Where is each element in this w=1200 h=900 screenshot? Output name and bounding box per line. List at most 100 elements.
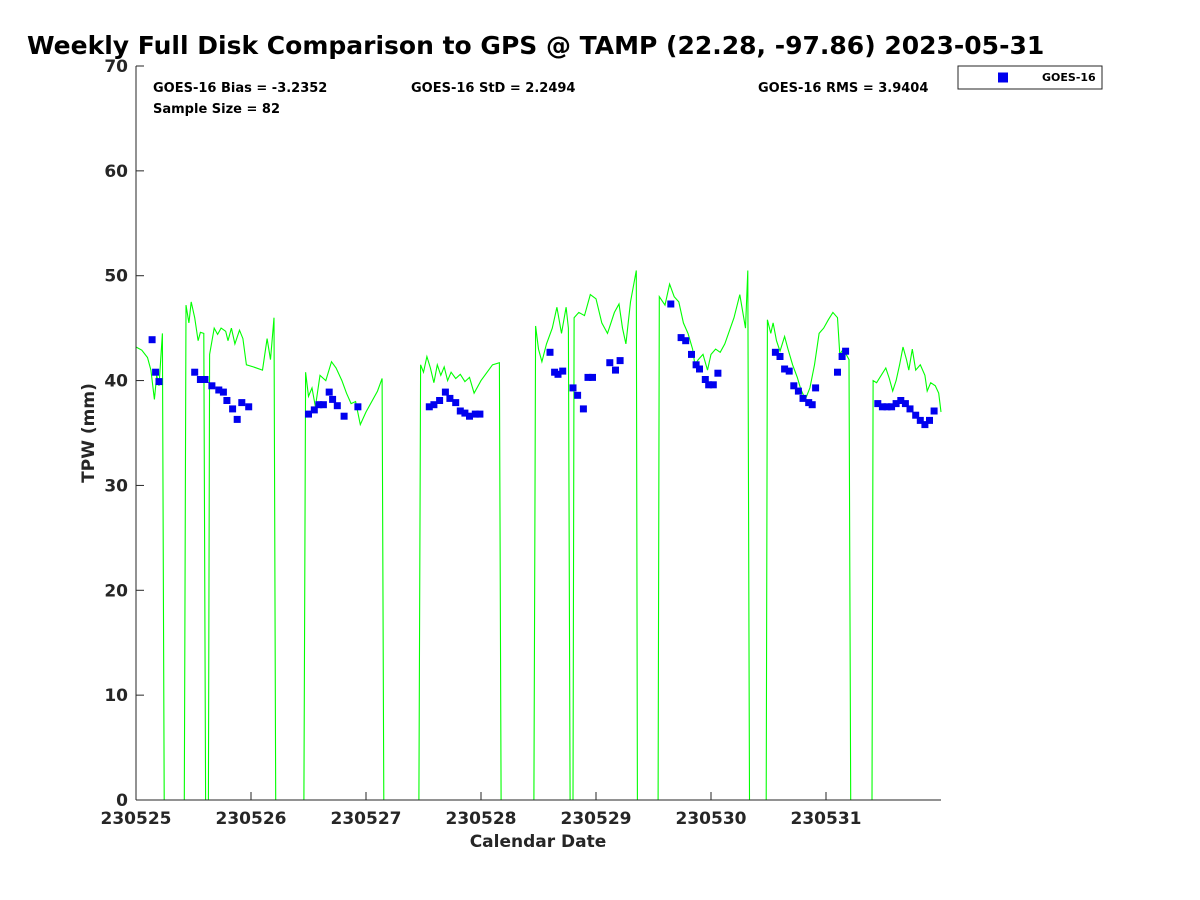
rms-stat: GOES-16 RMS = 3.9404 [758,81,928,96]
goes-16-point [233,415,241,423]
goes-16-point [333,402,341,410]
goes-16-point [452,399,460,407]
goes-16-point [812,384,820,392]
goes-16-point [714,369,722,377]
goes-16-point [310,406,318,414]
x-tick-label: 230527 [331,809,402,829]
goes-16-point [245,403,253,411]
x-tick-label: 230530 [676,809,747,829]
goes-16-point [682,337,690,345]
goes-16-point [476,410,484,418]
bias-stat: GOES-16 Bias = -3.2352 [153,81,327,96]
y-tick-label: 60 [104,162,128,182]
goes-16-point [584,373,592,381]
goes-16-point [892,400,900,408]
goes-16-point [912,411,920,419]
y-tick-label: 20 [104,581,128,601]
goes-16-point [436,397,444,404]
goes-16-point [790,382,798,390]
goes-16-point [888,403,896,411]
goes-16-point [196,376,204,383]
goes-16-point [701,376,709,383]
y-tick-label: 0 [116,791,128,811]
y-tick-label: 40 [104,372,128,392]
goes-16-series [148,300,938,429]
goes-16-point [799,394,807,402]
legend-label-goes-16: GOES-16 [1042,71,1096,84]
goes-16-point [354,403,362,411]
goes-16-point [667,300,675,308]
goes-16-point [446,394,454,402]
goes-16-point [441,388,449,396]
goes-16-point [238,399,246,407]
goes-16-point [340,412,348,420]
x-tick-label: 230529 [561,809,632,829]
legend: GOES-16 [957,65,1103,90]
goes-16-point [781,365,789,373]
goes-16-point [208,382,216,390]
legend-box [957,65,1103,90]
goes-16-point [612,366,619,374]
y-axis-ticks: 0 10 20 30 40 50 60 70 [104,57,144,811]
goes-16-point [842,347,850,355]
goes-16-point [874,400,882,408]
goes-16-point [692,361,700,369]
goes-16-point [219,388,227,396]
goes-16-point [554,370,562,378]
goes-16-point [191,368,199,376]
goes-16-point [466,412,473,420]
plot-area: 0 10 20 30 40 50 60 70 230525 230526 230527 230528… [101,57,942,829]
gps-line [135,270,942,801]
goes-16-point [906,405,914,413]
goes-16-point [838,353,846,360]
x-axis-title: Calendar Date [470,832,607,852]
goes-16-point [305,410,312,418]
x-tick-label: 230525 [101,809,172,829]
goes-16-point [696,365,703,373]
goes-16-point [883,403,891,411]
goes-16-point [926,416,933,424]
goes-16-point [315,401,323,409]
goes-16-point [808,401,816,409]
legend-marker-goes-16 [998,72,1008,83]
goes-16-point [461,409,469,417]
goes-16-point [776,353,784,360]
chart-title: Weekly Full Disk Comparison to GPS @ TAM… [27,31,1044,60]
goes-16-point [677,334,685,342]
goes-16-point [901,400,909,408]
gps-series [135,270,942,801]
y-tick-label: 70 [104,57,128,77]
y-tick-label: 10 [104,686,128,706]
x-tick-label: 230531 [791,809,862,829]
goes-16-point [616,357,624,365]
goes-16-point [325,388,333,396]
y-tick-label: 50 [104,267,128,287]
x-tick-label: 230526 [216,809,287,829]
goes-16-point [456,407,464,415]
x-axis-ticks: 230525 230526 230527 230528 230529 230530 2305… [101,792,862,829]
goes-16-point [579,405,587,413]
goes-16-point [794,387,802,395]
goes-16-point [319,401,327,409]
goes-16-point [201,376,209,383]
goes-16-point [785,367,793,375]
goes-16-point [589,373,596,381]
goes-16-point [771,348,779,356]
goes-16-point [229,405,237,413]
goes-16-point [223,397,231,404]
goes-16-point [709,381,717,389]
goes-16-point [878,403,886,411]
goes-16-point [329,395,337,403]
goes-16-point [546,348,554,356]
std-stat: GOES-16 StD = 2.2494 [411,81,575,96]
goes-16-point [705,381,713,389]
x-tick-label: 230528 [446,809,517,829]
goes-16-point [606,359,614,367]
goes-16-point [930,407,938,415]
goes-16-point [155,378,163,386]
sample-size-stat: Sample Size = 82 [153,102,280,117]
goes-16-point [471,410,479,418]
goes-16-point [834,368,841,376]
goes-16-point [430,401,438,409]
